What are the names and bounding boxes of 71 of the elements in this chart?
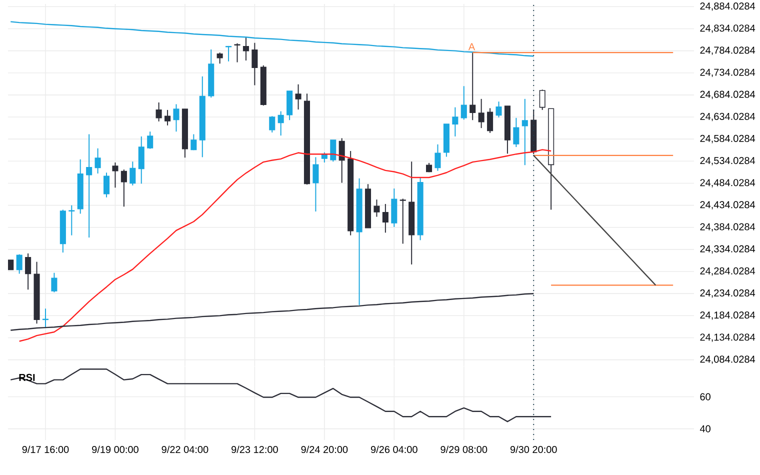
candlestick xyxy=(120,169,127,208)
candlestick xyxy=(68,204,75,236)
candlestick xyxy=(452,106,458,137)
x-tick-label: 9/26 04:00 xyxy=(370,446,418,454)
candlestick xyxy=(252,42,258,86)
y-tick-label: 24,284.0284 xyxy=(700,267,756,276)
candlestick xyxy=(496,101,502,118)
y-tick-label: 24,434.0284 xyxy=(700,201,756,210)
x-tick-label: 9/22 04:00 xyxy=(162,446,208,454)
candlestick xyxy=(382,203,388,234)
candlestick xyxy=(522,98,528,166)
candlestick xyxy=(130,161,136,186)
candlestick xyxy=(16,254,22,274)
y-tick-label: 24,884.0284 xyxy=(700,2,756,11)
candlestick xyxy=(156,102,162,122)
candlestick xyxy=(295,84,302,110)
candlestick xyxy=(112,162,118,188)
candlestick xyxy=(138,136,144,184)
y-tick-label: 24,484.0284 xyxy=(700,179,756,188)
candlestick xyxy=(216,52,223,64)
candlestick xyxy=(278,110,284,136)
candlestick xyxy=(242,37,249,62)
candlestick xyxy=(312,156,319,212)
candlestick xyxy=(51,272,58,293)
candlestick xyxy=(487,108,494,134)
candlestick xyxy=(147,131,154,150)
candlestick xyxy=(330,139,336,162)
y-tick-label: 24,334.0284 xyxy=(700,245,756,254)
candlestick xyxy=(103,172,110,198)
candlestick xyxy=(86,134,92,238)
y-tick-label: 24,584.0284 xyxy=(700,134,756,144)
x-tick-label: 9/17 16:00 xyxy=(22,446,69,454)
candlestick xyxy=(190,134,197,151)
y-tick-label: 24,134.0284 xyxy=(700,334,756,342)
candlestick xyxy=(434,144,441,172)
y-tick-label: 24,834.0284 xyxy=(700,24,756,33)
candlestick xyxy=(8,260,14,270)
candlestick xyxy=(173,104,180,132)
candlestick xyxy=(539,89,546,110)
annotation: A xyxy=(468,43,476,50)
candlestick xyxy=(338,138,345,184)
candlestick xyxy=(25,252,32,290)
candlestick xyxy=(94,148,101,174)
x-tick-label: 9/30 20:00 xyxy=(510,446,557,454)
x-tick-label: 9/29 08:00 xyxy=(440,446,488,454)
y-tick-label: 24,184.0284 xyxy=(700,312,756,320)
candlestick xyxy=(269,116,276,133)
candlestick xyxy=(164,109,171,126)
y-tick-label: 24,634.0284 xyxy=(700,112,756,122)
x-tick-label: 9/19 00:00 xyxy=(92,446,138,454)
candlestick xyxy=(374,199,380,218)
candlestick xyxy=(470,51,476,121)
y-tick-label: 40 xyxy=(700,425,710,432)
y-tick-label: 24,684.0284 xyxy=(700,90,756,100)
x-tick-label: 9/23 12:00 xyxy=(232,446,278,454)
y-tick-label: 24,784.0284 xyxy=(700,46,756,55)
candlestick xyxy=(234,42,240,63)
candlestick xyxy=(400,198,406,244)
y-tick-label: 24,734.0284 xyxy=(700,68,756,77)
y-tick-label: 24,384.0284 xyxy=(700,223,756,232)
text: RSI xyxy=(19,374,35,382)
candlestick xyxy=(391,188,398,228)
candlestick xyxy=(513,117,520,148)
y-tick-label: 24,534.0284 xyxy=(700,157,756,166)
candlestick xyxy=(460,86,467,120)
candlestick xyxy=(478,98,484,129)
y-tick-label: 24,234.0284 xyxy=(700,289,756,298)
y-tick-label: 60 xyxy=(700,393,710,400)
candlestick xyxy=(286,90,293,121)
y-tick-label: 24,084.0284 xyxy=(700,356,756,364)
x-tick-label: 9/24 20:00 xyxy=(301,446,348,454)
